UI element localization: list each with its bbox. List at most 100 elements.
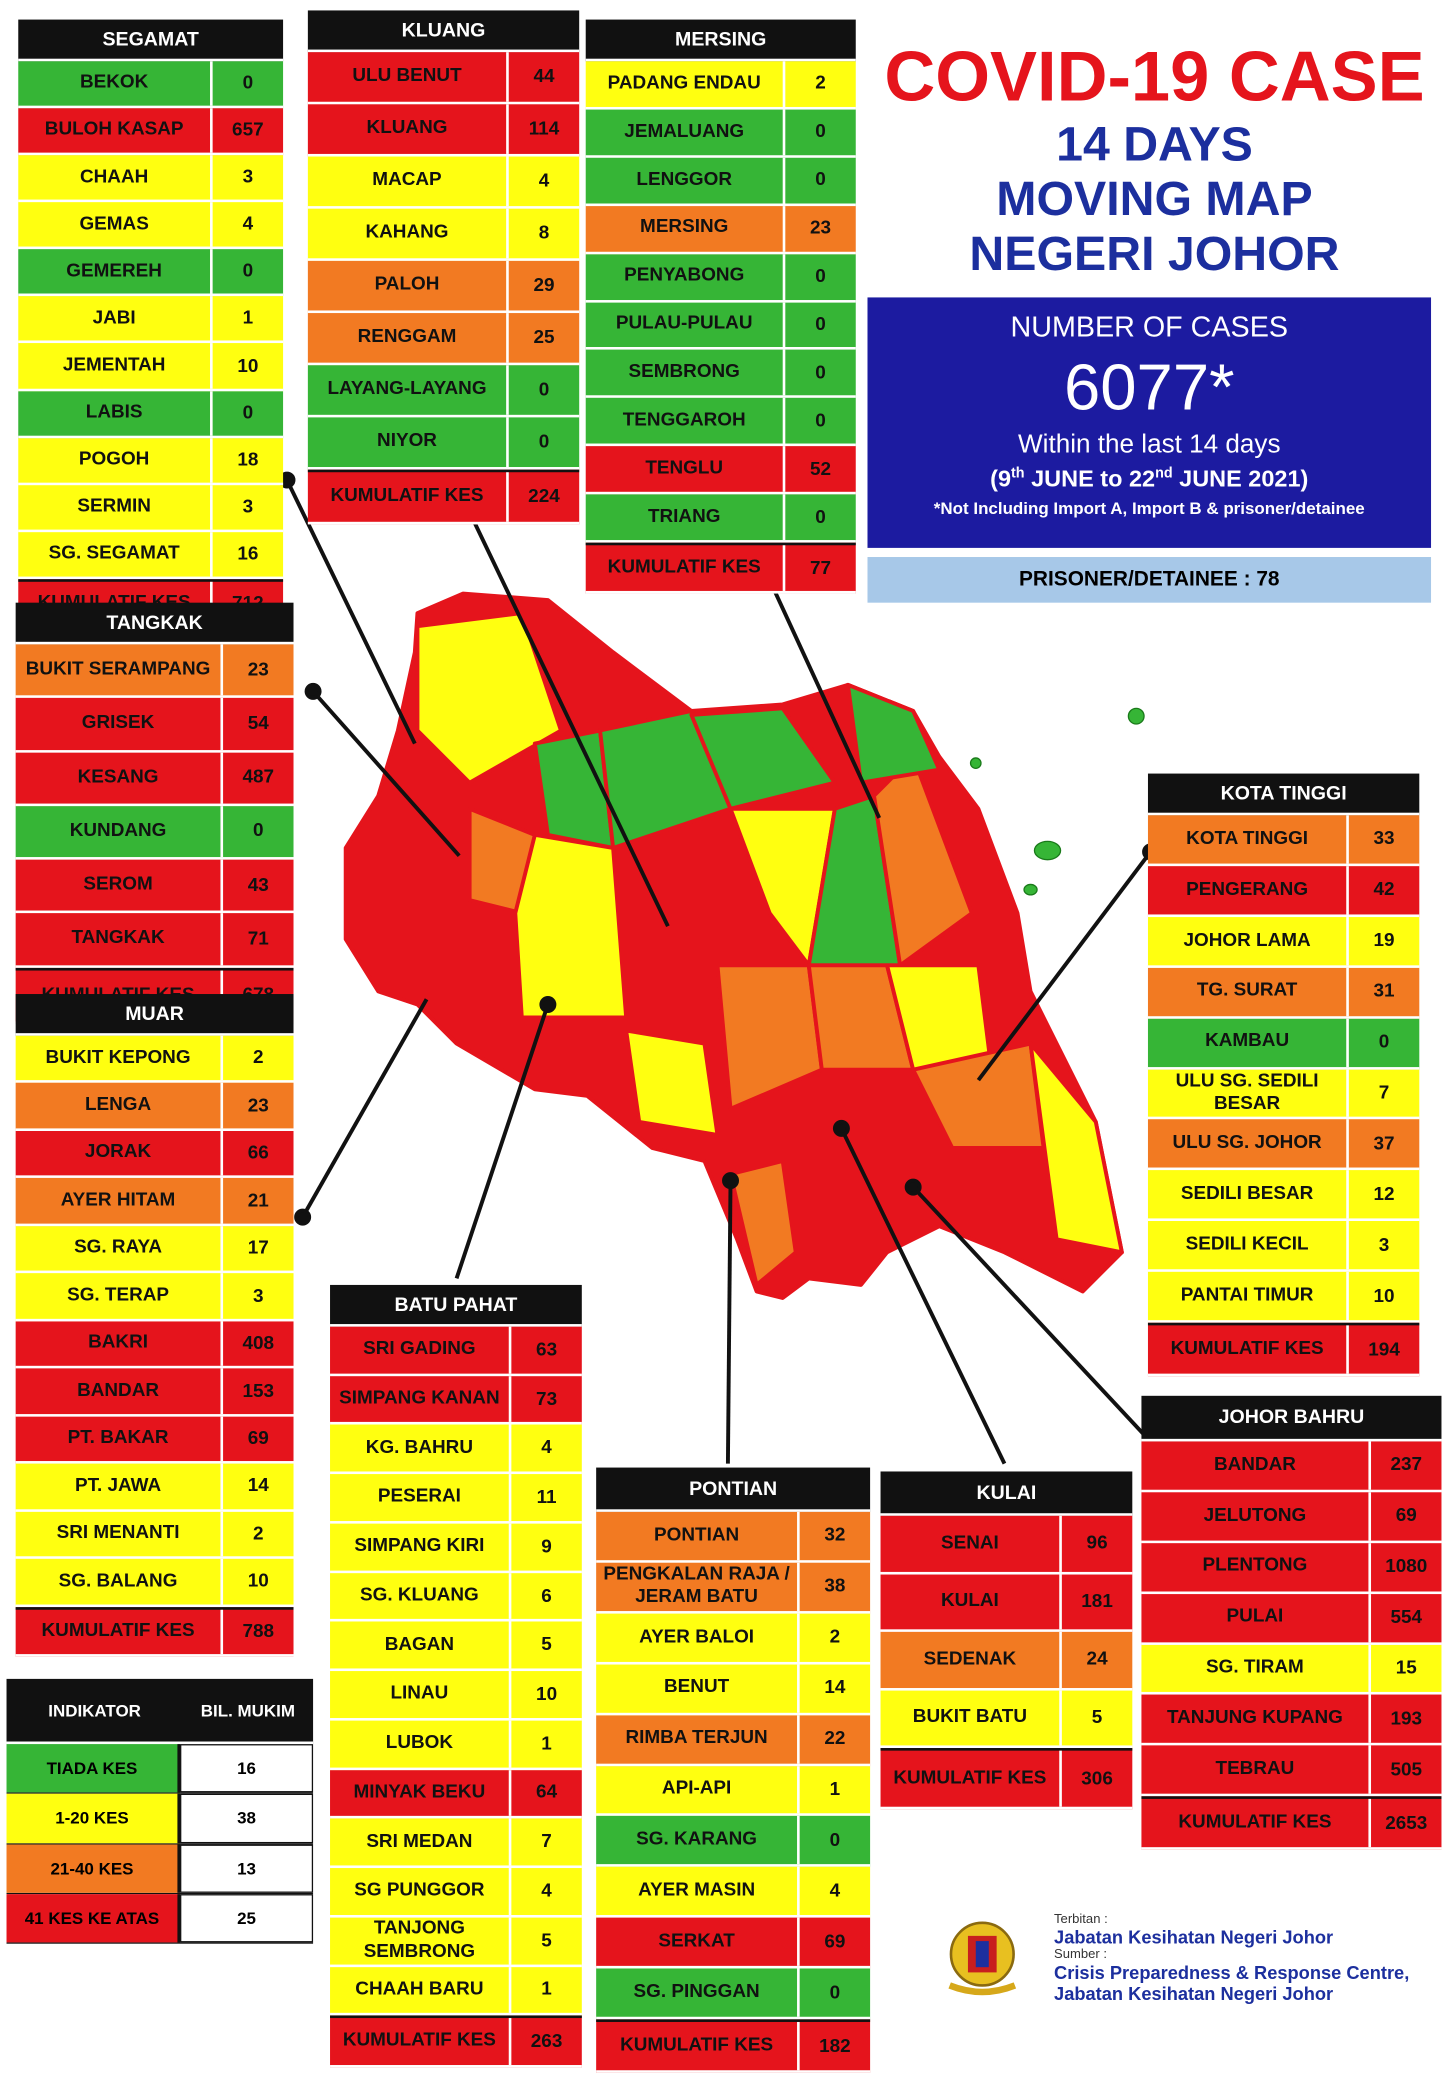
locality-name: AYER MASIN [596,1867,800,1916]
case-count: 4 [541,1437,552,1459]
locality-name: MACAP [308,156,509,207]
case-count: 2 [829,1627,841,1648]
locality-name: SG. BALANG [16,1559,224,1605]
case-count: 9 [541,1536,552,1558]
district-table: KLUANG ULU BENUT 44 KLUANG 114 MACAP 4 KAHANG 8 P… [307,10,580,525]
locality-name: BANDAR [1141,1441,1372,1490]
total-label: KUMULATIF KES [330,2018,512,2066]
locality-name: AYER HITAM [16,1178,224,1224]
case-count: 0 [1378,1031,1390,1053]
total-count: 2653 [1385,1812,1428,1834]
case-count: 5 [1091,1707,1103,1729]
leader-dot [539,995,557,1013]
row: ULU SG. JOHOR 37 [1147,1119,1420,1171]
locality-name: LAYANG-LAYANG [308,365,509,415]
island [969,757,982,770]
row: SEDILI KECIL 3 [1147,1221,1420,1273]
row: KLUANG 114 [307,104,580,157]
text: (9 [990,465,1012,492]
locality-name: NIYOR [308,417,509,468]
row: SRI MEDAN 7 [330,1818,582,1869]
case-count: 42 [1373,879,1395,901]
leader-line [976,850,1153,1082]
case-count: 114 [528,118,560,140]
row: KAHANG 8 [307,208,580,261]
row: SRI MENANTI 2 [15,1511,294,1560]
indicator-count: 16 [180,1744,314,1793]
district-name: KLUANG [307,10,580,53]
total-label: KUMULATIF KES [586,545,786,591]
row: LINAU 10 [330,1671,582,1721]
total-count: 306 [1081,1768,1113,1790]
district-name: JOHOR BAHRU [1141,1395,1442,1442]
row: BENUT 14 [596,1664,871,1715]
row: SG. TIRAM 15 [1141,1644,1442,1696]
indicator-row: 21-40 KES 13 [6,1843,314,1894]
district-table: JOHOR BAHRU BANDAR 237 JELUTONG 69 PLENTONG 10… [1141,1395,1442,1850]
case-count: 38 [824,1576,846,1598]
row: RENGGAM 25 [307,313,580,366]
locality-name: JORAK [16,1130,224,1176]
row: PADANG ENDAU 2 [585,61,856,110]
locality-name: KUNDANG [16,805,224,858]
row: SERMIN 3 [18,484,284,532]
case-count: 3 [253,1285,264,1307]
leader-dot [832,1119,850,1137]
text: JUNE 2021) [1172,465,1309,492]
case-count: 7 [541,1831,552,1853]
case-count: 69 [824,1931,846,1953]
locality-name: PALOH [308,260,509,311]
row: BUKIT SERAMPANG 23 [15,644,294,699]
case-count: 2 [253,1047,264,1069]
header-cell: INDIKATOR [48,1700,141,1720]
case-count: 0 [815,410,826,432]
text: nd [1155,465,1173,482]
locality-name: BEKOK [18,61,213,106]
district-table: SEGAMAT BEKOK 0 BULOH KASAP 657 CHAAH 3 GEMAS 4 G… [18,19,284,629]
region [624,1028,720,1137]
case-count: 2 [815,73,826,95]
subtitle: MOVING MAP [996,172,1313,226]
locality-name: TANGKAK [16,913,224,965]
row: TANJONG SEMBRONG 5 [330,1917,582,1967]
row: SG. KARANG 0 [596,1816,871,1868]
footer-text: Crisis Preparedness & Response Centre, [1054,1961,1410,1983]
locality-name: TG. SURAT [1148,967,1349,1016]
total-count: 224 [528,486,560,508]
row: JORAK 66 [15,1130,294,1179]
region [689,706,837,811]
row: KULAI 181 [880,1574,1133,1633]
locality-name: PADANG ENDAU [586,61,786,107]
row: PALOH 29 [307,260,580,314]
total-label: KUMULATIF KES [1148,1325,1349,1374]
locality-name: BUKIT BATU [881,1690,1062,1746]
case-count: 0 [253,821,264,843]
indicator-count: 25 [180,1893,314,1943]
locality-name: BUKIT SERAMPANG [16,644,224,696]
total-row: KUMULATIF KES 2653 [1141,1796,1442,1850]
locality-name: SEROM [16,859,224,912]
row: TG. SURAT 31 [1147,967,1420,1019]
region [728,1159,798,1287]
district-table: BATU PAHAT SRI GADING 63 SIMPANG KANAN 73 KG.… [330,1284,582,2068]
row: BANDAR 153 [15,1368,294,1417]
locality-name: BUKIT KEPONG [16,1035,224,1081]
locality-name: POGOH [18,437,213,483]
row: PLENTONG 1080 [1141,1542,1442,1594]
case-count: 0 [242,73,254,94]
total-label: KUMULATIF KES [16,1609,224,1655]
locality-name: AYER BALOI [596,1613,800,1662]
locality-name: BANDAR [16,1368,224,1414]
row: BEKOK 0 [18,61,284,109]
total-label: KUMULATIF KES [308,472,509,522]
locality-name: PT. BAKAR [16,1416,224,1462]
case-count: 23 [809,218,832,239]
case-count: 1080 [1385,1556,1428,1578]
row: CHAAH BARU 1 [330,1966,582,2016]
locality-name: TENGGAROH [586,398,786,444]
case-count: 54 [247,713,269,735]
case-count: 3 [242,167,254,189]
locality-name: MINYAK BEKU [330,1769,512,1817]
case-count: 4 [829,1880,841,1902]
